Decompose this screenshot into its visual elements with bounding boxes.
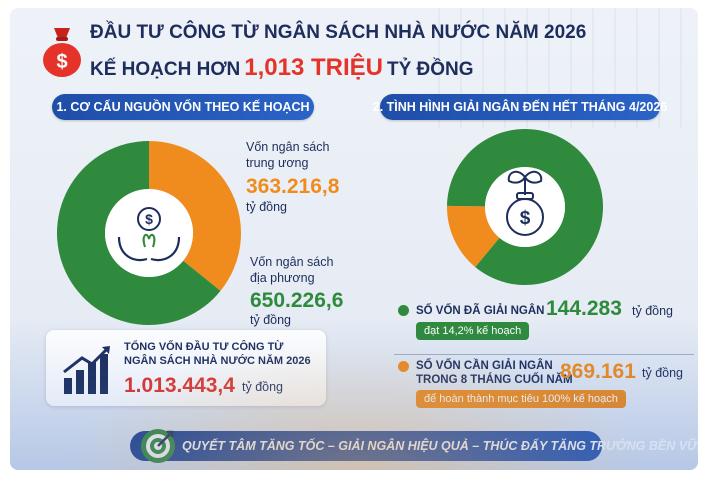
target-icon: [141, 429, 175, 463]
funding-donut-hole: [105, 189, 193, 277]
header: $ ĐẦU TƯ CÔNG TỪ NGÂN SÁCH NHÀ NƯỚC NĂM …: [40, 16, 586, 86]
central-label-line1: Vốn ngân sách: [246, 140, 330, 154]
total-title: TỔNG VỐN ĐẦU TƯ CÔNG TỪ NGÂN SÁCH NHÀ NƯ…: [124, 340, 324, 368]
coin-plant-icon: $: [506, 170, 544, 236]
remaining-label-line1: SỐ VỐN CẦN GIẢI NGÂN: [416, 360, 553, 372]
local-label: Vốn ngân sách địa phương: [250, 254, 333, 286]
hands-coin-icon: $: [117, 207, 181, 262]
disbursed-dot: [398, 305, 409, 316]
divider: [394, 354, 694, 355]
disbursed-value: 144.283: [546, 297, 622, 320]
remaining-dot: [398, 361, 409, 372]
funding-donut-slice-1: [149, 141, 242, 291]
svg-text:$: $: [520, 208, 531, 229]
svg-text:$: $: [145, 211, 153, 227]
disbursement-donut-slice-1: [447, 205, 500, 268]
header-prefix: KẾ HOẠCH HƠN: [90, 59, 241, 80]
disbursed-label: SỐ VỐN ĐÃ GIẢI NGÂN: [416, 305, 545, 317]
local-label-line1: Vốn ngân sách: [250, 255, 334, 269]
remaining-unit: tỷ đồng: [642, 366, 684, 380]
remaining-badge: để hoàn thành mục tiêu 100% kế hoạch: [416, 390, 626, 408]
local-value: 650.226,6: [250, 289, 344, 312]
header-highlight: 1,013 TRIỆU: [244, 54, 383, 81]
disbursed-unit: tỷ đồng: [632, 304, 674, 318]
central-unit: tỷ đồng: [246, 200, 288, 214]
central-label: Vốn ngân sách trung ương: [246, 139, 329, 171]
infographic-frame: $ ĐẦU TƯ CÔNG TỪ NGÂN SÁCH NHÀ NƯỚC NĂM …: [10, 8, 698, 470]
money-bag-icon: $: [43, 28, 81, 77]
header-title-line1: ĐẦU TƯ CÔNG TỪ NGÂN SÁCH NHÀ NƯỚC NĂM 20…: [90, 22, 587, 43]
disbursed-badge: đạt 14,2% kế hoạch: [416, 322, 530, 340]
remaining-value: 869.161: [560, 360, 636, 383]
disbursement-donut-slice-2: [447, 129, 603, 285]
total-value: 1.013.443,4: [124, 374, 235, 397]
slogan-banner: QUYẾT TÂM TĂNG TỐC – GIẢI NGÂN HIỆU QUẢ …: [130, 431, 698, 461]
funding-donut-slice-2: [57, 141, 221, 325]
local-label-line2: địa phương: [250, 271, 315, 285]
growth-chart-icon: [63, 346, 110, 394]
section2-title: 2. TÌNH HÌNH GIẢI NGÂN ĐẾN HẾT THÁNG 4/2…: [373, 94, 667, 120]
remaining-label-line2: TRONG 8 THÁNG CUỐI NĂM: [416, 374, 573, 386]
total-unit: tỷ đồng: [242, 380, 284, 394]
central-label-line2: trung ương: [246, 156, 309, 170]
disbursement-donut: $: [447, 129, 603, 285]
total-capital-card: TỔNG VỐN ĐẦU TƯ CÔNG TỪ NGÂN SÁCH NHÀ NƯ…: [46, 330, 326, 406]
central-value: 363.216,8: [246, 175, 340, 198]
funding-structure-donut: $: [57, 141, 242, 325]
total-title-line2: NGÂN SÁCH NHÀ NƯỚC NĂM 2026: [124, 355, 311, 367]
remaining-label: SỐ VỐN CẦN GIẢI NGÂN TRONG 8 THÁNG CUỐI …: [416, 359, 573, 387]
svg-text:$: $: [56, 51, 67, 73]
disbursement-donut-hole: [485, 167, 565, 247]
header-title-line2: KẾ HOẠCH HƠN 1,013 TRIỆU TỶ ĐỒNG: [90, 54, 474, 82]
total-title-line1: TỔNG VỐN ĐẦU TƯ CÔNG TỪ: [124, 341, 284, 353]
section1-title: 1. CƠ CẤU NGUỒN VỐN THEO KẾ HOẠCH: [52, 94, 314, 120]
local-unit: tỷ đồng: [250, 313, 292, 327]
header-suffix: TỶ ĐỒNG: [387, 59, 474, 80]
